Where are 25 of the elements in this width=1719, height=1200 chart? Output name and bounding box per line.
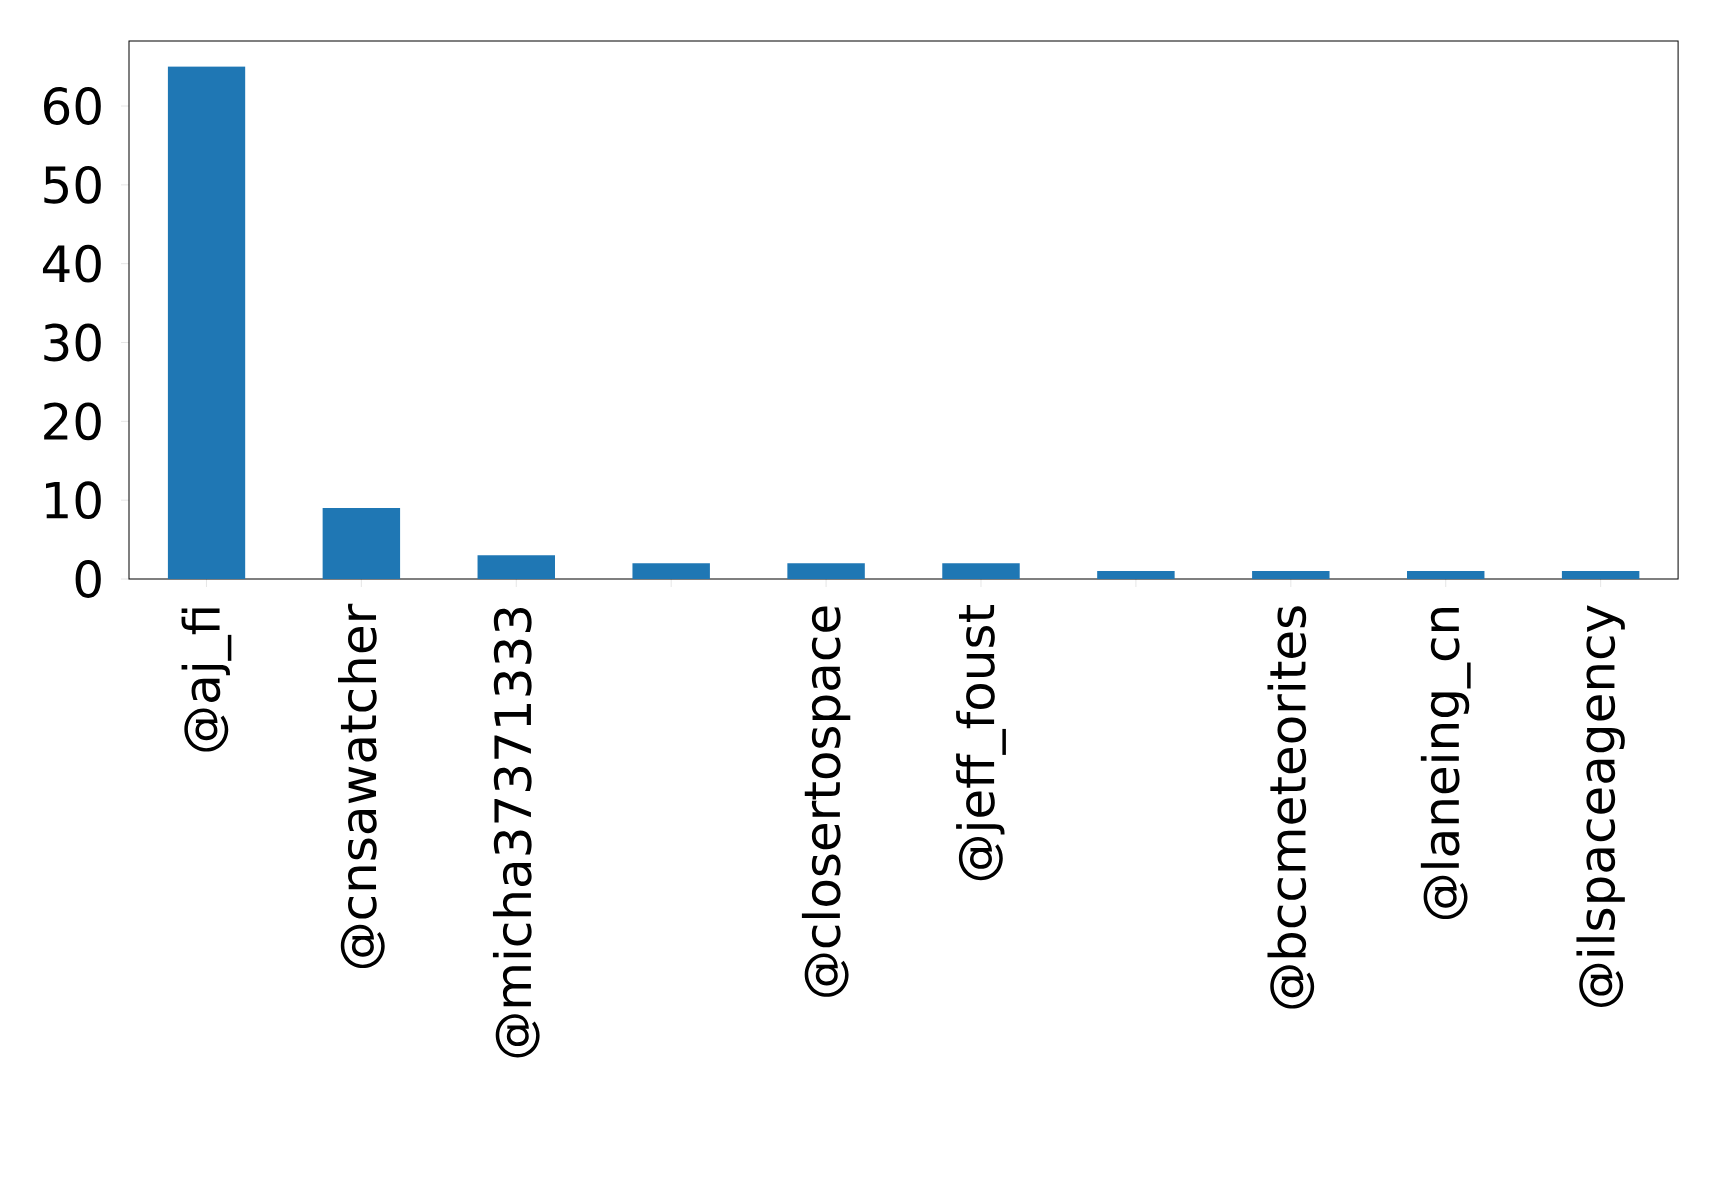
bar xyxy=(787,563,865,579)
bar xyxy=(632,563,710,579)
x-tick-label: @ilspaceagency xyxy=(1576,605,1625,1007)
x-tick-label: @closertospace xyxy=(801,606,851,997)
bar xyxy=(942,563,1020,579)
x-tick-label: @aj_fi xyxy=(181,608,232,752)
x-tick-label: @cnsawatcher xyxy=(338,603,385,969)
x-tick-label: @bccmeteorites xyxy=(1267,606,1315,1009)
bar xyxy=(322,508,401,579)
bar xyxy=(477,555,555,579)
y-tick-label: 0 xyxy=(75,560,101,598)
bar xyxy=(1252,571,1330,579)
y-tick-label: 10 xyxy=(46,481,101,520)
bar xyxy=(167,66,246,579)
y-tick-label: 40 xyxy=(42,244,101,283)
x-tick-label: @jeff_foust xyxy=(956,605,1006,881)
y-tick-label: 30 xyxy=(44,323,101,362)
x-tick-label: @laneing_cn xyxy=(1420,608,1471,920)
bar xyxy=(1407,571,1485,579)
y-tick-label: 20 xyxy=(44,402,101,441)
y-tick-label: 50 xyxy=(44,165,101,204)
x-tick-label: @micha37371333 xyxy=(492,607,540,1058)
bar xyxy=(1097,571,1175,579)
y-tick-label: 60 xyxy=(44,87,101,125)
bar xyxy=(1561,571,1640,579)
